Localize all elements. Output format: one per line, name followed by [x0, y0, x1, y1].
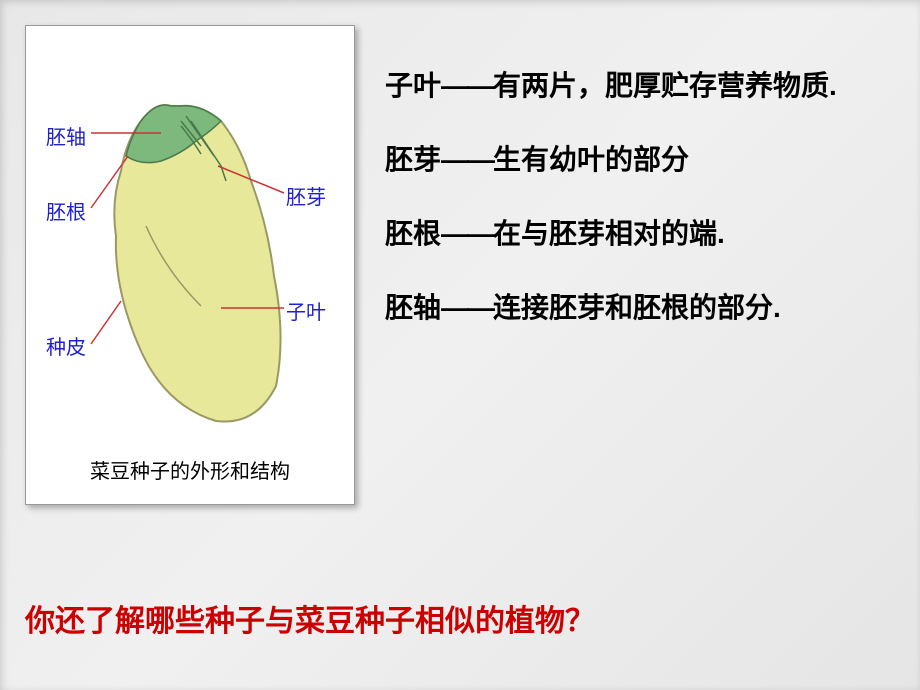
seed-diagram-box: 胚轴 胚根 种皮 胚芽 子叶 菜豆种子的外形和结构: [25, 25, 355, 505]
question-text: 你还了解哪些种子与菜豆种子相似的植物？: [25, 596, 595, 640]
desc-peiya: 生有幼叶的部分: [493, 144, 689, 175]
label-peizhou: 胚轴: [46, 121, 86, 150]
label-peiya: 胚芽: [286, 181, 326, 210]
term-peigen: 胚根: [385, 218, 441, 249]
definition-peigen: 胚根——在与胚芽相对的端.: [385, 213, 885, 255]
diagram-caption: 菜豆种子的外形和结构: [26, 455, 354, 484]
dash-sep: ——: [441, 144, 493, 175]
term-ziye: 子叶: [385, 70, 441, 101]
seed-diagram-svg: [26, 26, 356, 456]
term-peiya: 胚芽: [385, 144, 441, 175]
definition-peizhou: 胚轴——连接胚芽和胚根的部分.: [385, 287, 885, 329]
main-content: 胚轴 胚根 种皮 胚芽 子叶 菜豆种子的外形和结构 子叶——有两片，肥厚贮存营养…: [25, 25, 895, 505]
desc-ziye: 有两片，肥厚贮存营养物质.: [493, 70, 837, 101]
dash-sep: ——: [441, 70, 493, 101]
definitions-panel: 子叶——有两片，肥厚贮存营养物质. 胚芽——生有幼叶的部分 胚根——在与胚芽相对…: [385, 25, 895, 505]
definition-peiya: 胚芽——生有幼叶的部分: [385, 139, 885, 181]
label-ziye: 子叶: [286, 296, 326, 325]
definition-ziye: 子叶——有两片，肥厚贮存营养物质.: [385, 65, 885, 107]
leader-zhongpi: [91, 301, 121, 344]
desc-peizhou: 连接胚芽和胚根的部分.: [493, 292, 781, 323]
term-peizhou: 胚轴: [385, 292, 441, 323]
desc-peigen: 在与胚芽相对的端.: [493, 218, 725, 249]
dash-sep: ——: [441, 218, 493, 249]
label-zhongpi: 种皮: [46, 331, 86, 360]
dash-sep: ——: [441, 292, 493, 323]
label-peigen: 胚根: [46, 196, 86, 225]
